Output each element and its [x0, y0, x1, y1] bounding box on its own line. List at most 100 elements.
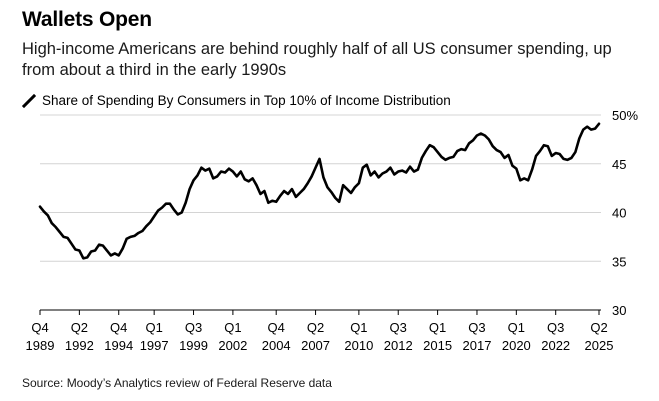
data-point [78, 249, 80, 252]
data-point [255, 184, 258, 186]
data-point [133, 235, 136, 237]
data-point [39, 206, 41, 208]
data-point [366, 164, 368, 166]
x-tick-quarter: Q3 [468, 320, 485, 335]
data-point [236, 175, 238, 178]
data-point [118, 254, 120, 256]
data-point [240, 170, 242, 173]
data-point [90, 250, 92, 253]
data-point [362, 167, 364, 169]
data-point [586, 126, 588, 128]
x-tick-year: 2022 [541, 338, 570, 353]
x-tick-year: 2015 [423, 338, 452, 353]
data-point [271, 200, 273, 202]
data-point [421, 157, 423, 159]
data-point [322, 176, 325, 178]
data-point [448, 157, 451, 159]
data-point [94, 249, 96, 252]
data-point [543, 144, 545, 146]
data-point [346, 188, 348, 190]
data-point [492, 145, 494, 147]
data-point [122, 247, 124, 250]
y-tick-label: 35 [612, 254, 626, 269]
data-point [51, 222, 53, 224]
x-tick-year: 2017 [463, 338, 492, 353]
data-point [401, 169, 403, 172]
data-point [295, 196, 297, 198]
x-tick-year: 2002 [218, 338, 247, 353]
data-point [299, 192, 301, 194]
data-point [204, 169, 206, 172]
data-point [74, 248, 77, 251]
data-point [129, 236, 132, 238]
data-point [283, 190, 285, 192]
data-point [106, 249, 108, 252]
data-point [314, 167, 317, 169]
data-point [318, 158, 321, 160]
data-point [47, 214, 49, 217]
data-point [507, 154, 510, 156]
data-point [267, 202, 269, 204]
x-tick-year: 2012 [384, 338, 413, 353]
data-point [70, 243, 73, 245]
data-point [102, 245, 104, 247]
data-point [370, 174, 372, 177]
legend-label: Share of Spending By Consumers in Top 10… [42, 93, 451, 108]
data-point [216, 175, 218, 178]
data-point [185, 202, 187, 204]
data-point [232, 170, 234, 173]
data-point [63, 236, 65, 238]
data-point [570, 157, 573, 159]
data-point [511, 165, 513, 167]
data-point [311, 175, 313, 178]
x-tick-year: 2020 [502, 338, 531, 353]
data-point [413, 170, 415, 173]
data-point [303, 188, 305, 190]
series-line-top10-share [38, 122, 601, 260]
y-tick-label: 45 [612, 157, 626, 172]
x-tick-quarter: Q4 [268, 320, 285, 335]
data-point [248, 180, 250, 182]
data-point [472, 139, 474, 141]
data-point [263, 190, 265, 192]
data-point [342, 184, 344, 186]
x-tick-quarter: Q1 [145, 320, 162, 335]
data-point [381, 172, 384, 175]
data-point [551, 155, 553, 157]
data-point [436, 151, 439, 153]
data-point [555, 152, 557, 154]
data-point [598, 123, 600, 125]
data-point [330, 191, 332, 193]
data-point [66, 237, 69, 239]
data-point [244, 178, 246, 180]
data-point [496, 149, 498, 151]
data-point [515, 168, 517, 170]
data-point [405, 171, 407, 174]
x-tick-quarter: Q2 [590, 320, 607, 335]
data-point [374, 170, 376, 173]
gridlines [40, 114, 601, 262]
x-tick-quarter: Q4 [31, 320, 48, 335]
x-tick-year: 1999 [179, 338, 208, 353]
data-point [334, 197, 336, 199]
data-point [484, 134, 486, 137]
x-tick-year: 2007 [301, 338, 330, 353]
x-tick-quarter: Q4 [110, 320, 127, 335]
x-tick-year: 1997 [140, 338, 169, 353]
x-tick-quarter: Q2 [71, 320, 88, 335]
x-tick-year: 1994 [104, 338, 133, 353]
data-point [188, 188, 191, 190]
data-point [153, 215, 155, 217]
x-tick-quarter: Q3 [390, 320, 407, 335]
data-point [582, 129, 584, 131]
data-point [488, 138, 490, 140]
chart-title: Wallets Open [22, 8, 152, 31]
x-tick-quarter: Q1 [429, 320, 446, 335]
x-tick-quarter: Q1 [224, 320, 241, 335]
data-point [389, 167, 391, 169]
data-point [307, 182, 309, 184]
data-point [377, 176, 380, 178]
data-point [562, 158, 565, 160]
data-point [409, 166, 411, 168]
data-point [433, 146, 435, 148]
